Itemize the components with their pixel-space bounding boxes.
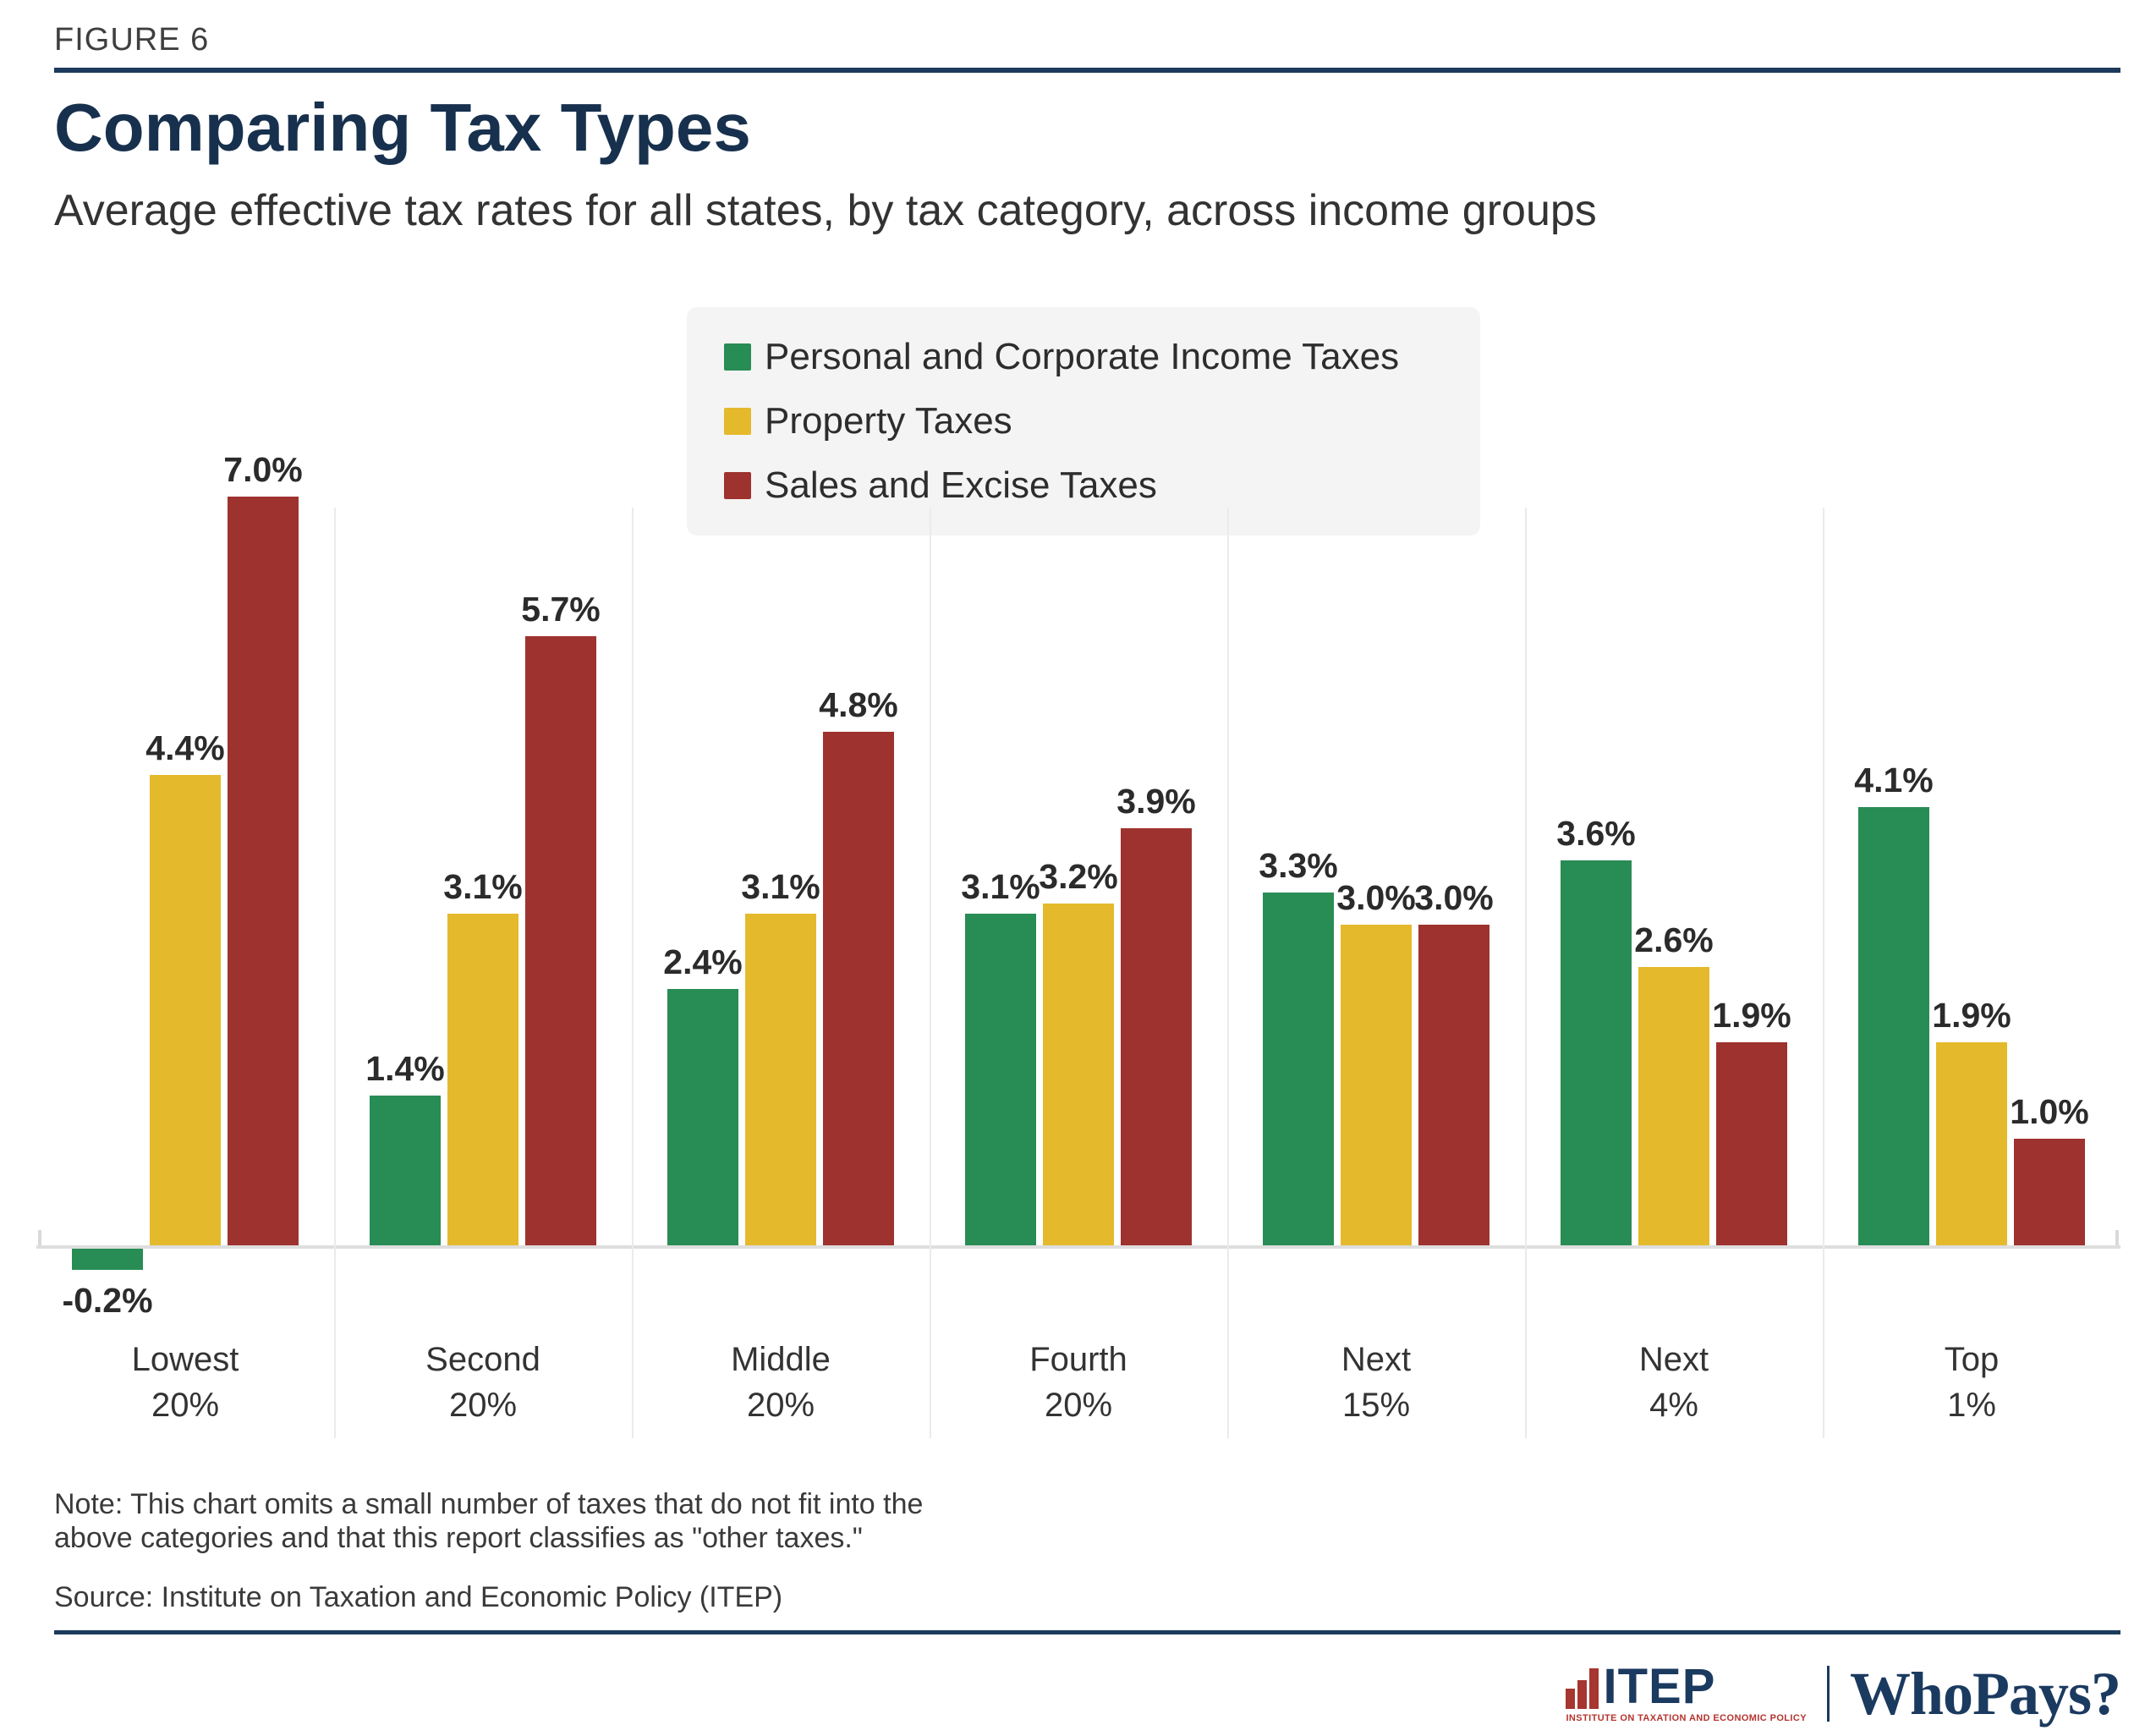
bar-value-label: 1.4% <box>365 1049 445 1088</box>
bar <box>370 1096 441 1245</box>
note-line: Note: This chart omits a small number of… <box>54 1488 924 1520</box>
bar-value-label: 4.1% <box>1854 761 1934 799</box>
bar-value-label: 3.2% <box>1039 857 1118 896</box>
bar-value-label: 3.1% <box>961 867 1040 906</box>
page-title: Comparing Tax Types <box>54 90 751 165</box>
bar-value-label: 3.3% <box>1259 846 1338 885</box>
bar <box>1121 828 1192 1245</box>
bar-value-label: 5.7% <box>521 590 601 629</box>
group-separator <box>1823 508 1824 1438</box>
bar-value-label: 2.6% <box>1634 920 1714 959</box>
bar <box>745 914 816 1245</box>
bar <box>1043 904 1114 1245</box>
group-separator <box>1525 508 1527 1438</box>
bar <box>1341 925 1412 1245</box>
legend-item: Sales and Excise Taxes <box>724 464 1443 507</box>
bar-value-label: 2.4% <box>663 942 743 981</box>
axis-tick-right <box>2115 1230 2119 1245</box>
group-label: Top 1% <box>1944 1341 2000 1424</box>
figure-label: FIGURE 6 <box>54 22 210 58</box>
bar <box>228 497 299 1245</box>
bar <box>150 775 221 1245</box>
bar <box>1561 860 1632 1245</box>
bar-value-label: 4.4% <box>145 728 225 767</box>
bar <box>1638 967 1709 1245</box>
bar-value-label: 1.0% <box>2010 1092 2089 1131</box>
x-axis-line <box>36 1245 2120 1249</box>
page-subtitle: Average effective tax rates for all stat… <box>54 186 1597 235</box>
group-label: Lowest 20% <box>131 1341 239 1424</box>
bar-value-label: 1.9% <box>1712 996 1791 1035</box>
legend-label: Sales and Excise Taxes <box>765 464 1157 506</box>
group-label: Middle 20% <box>731 1341 831 1424</box>
legend-item: Personal and Corporate Income Taxes <box>724 336 1443 378</box>
bar <box>525 636 596 1245</box>
bar-value-label: 1.9% <box>1932 996 2011 1035</box>
bar-value-label: 3.0% <box>1414 878 1494 917</box>
itep-bar-chart-icon <box>1566 1667 1599 1709</box>
bar-chart: Personal and Corporate Income Taxes Prope… <box>36 288 2120 1472</box>
bar <box>1858 807 1929 1245</box>
bar-value-label: 4.8% <box>819 685 898 724</box>
bar <box>823 732 894 1245</box>
bar <box>965 914 1036 1245</box>
group-label: Second 20% <box>425 1341 540 1424</box>
bar <box>1263 893 1334 1245</box>
group-label: Fourth 20% <box>1029 1341 1127 1424</box>
bar-value-label: 7.0% <box>223 450 303 489</box>
bar-value-label: 3.1% <box>443 867 523 906</box>
bar-value-label: 3.9% <box>1116 782 1196 821</box>
bar <box>72 1249 143 1270</box>
group-separator <box>334 508 336 1438</box>
bar <box>1418 925 1489 1245</box>
legend-label: Property Taxes <box>765 400 1012 442</box>
group-label: Next 4% <box>1638 1341 1709 1424</box>
footer-brandbar: ITEP INSTITUTE ON TAXATION AND ECONOMIC … <box>54 1655 2121 1733</box>
chart-source: Source: Institute on Taxation and Econom… <box>54 1581 783 1613</box>
itep-tagline: INSTITUTE ON TAXATION AND ECONOMIC POLIC… <box>1566 1712 1807 1723</box>
itep-logo: ITEP INSTITUTE ON TAXATION AND ECONOMIC … <box>1566 1658 1807 1723</box>
group-label: Next 15% <box>1341 1341 1412 1424</box>
bar-value-label: 3.0% <box>1336 878 1416 917</box>
legend-swatch-icon <box>724 472 751 499</box>
whopays-logo: WhoPays? <box>1849 1660 2121 1728</box>
bar-value-label: 3.6% <box>1556 814 1636 853</box>
bar-value-label: 3.1% <box>741 867 820 906</box>
legend-swatch-icon <box>724 343 751 371</box>
group-separator <box>930 508 931 1438</box>
brand-divider <box>1826 1666 1830 1722</box>
bottom-rule <box>54 1630 2120 1634</box>
group-separator <box>632 508 634 1438</box>
group-separator <box>1227 508 1229 1438</box>
figure-header: FIGURE 6 Comparing Tax Types Average eff… <box>0 0 2156 237</box>
bar <box>667 989 738 1245</box>
legend-item: Property Taxes <box>724 400 1443 442</box>
top-rule <box>54 68 2120 73</box>
axis-tick-left <box>38 1230 41 1245</box>
itep-wordmark: ITEP <box>1603 1658 1716 1714</box>
bar <box>1716 1042 1787 1245</box>
bar <box>1936 1042 2007 1245</box>
bar-value-label: -0.2% <box>62 1281 153 1320</box>
note-line: above categories and that this report cl… <box>54 1522 863 1554</box>
chart-note: Note: This chart omits a small number of… <box>54 1487 2120 1555</box>
bar <box>447 914 518 1245</box>
legend-label: Personal and Corporate Income Taxes <box>765 336 1400 377</box>
chart-legend: Personal and Corporate Income Taxes Prope… <box>687 307 1480 536</box>
bar <box>2014 1139 2085 1245</box>
legend-swatch-icon <box>724 408 751 435</box>
